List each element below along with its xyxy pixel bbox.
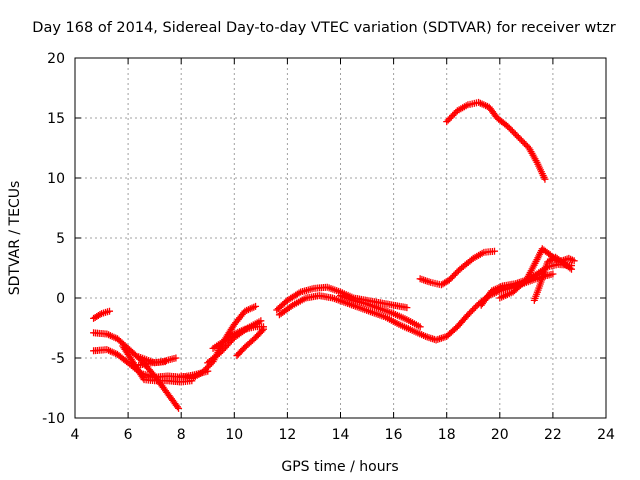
x-tick-label: 10 <box>225 427 243 443</box>
data-point <box>464 311 472 319</box>
data-series <box>90 98 578 412</box>
data-point <box>514 133 522 141</box>
data-point <box>511 130 519 138</box>
x-tick-label: 6 <box>124 427 133 443</box>
data-point <box>520 139 528 147</box>
x-tick-label: 14 <box>332 427 350 443</box>
data-point <box>260 325 268 333</box>
data-point <box>257 317 265 325</box>
x-axis-label: GPS time / hours <box>281 459 398 475</box>
x-tick-label: 12 <box>278 427 296 443</box>
data-point <box>295 289 303 297</box>
y-tick-label: -5 <box>51 351 65 367</box>
data-point <box>570 257 578 265</box>
y-tick-label: 5 <box>56 231 65 247</box>
data-point <box>403 304 411 312</box>
data-point <box>472 303 480 311</box>
data-point <box>161 358 169 366</box>
y-tick-label: 10 <box>47 171 65 187</box>
y-tick-label: -10 <box>42 411 65 427</box>
data-point <box>203 364 211 372</box>
data-point <box>172 354 180 362</box>
data-point <box>505 124 513 132</box>
data-point <box>519 138 527 146</box>
series-pass-m <box>337 292 424 331</box>
data-point <box>450 271 458 279</box>
data-point <box>465 309 473 317</box>
axis-ticks: 4 6 8 10 12 14 16 18 20 22 24 -10 -5 0 5 10 15 20 <box>42 51 615 443</box>
data-point <box>453 268 461 276</box>
data-point <box>517 136 525 144</box>
data-point <box>447 113 455 121</box>
data-point <box>200 367 208 375</box>
y-tick-label: 15 <box>47 111 65 127</box>
x-tick-label: 4 <box>71 427 80 443</box>
data-point <box>450 110 458 118</box>
x-tick-label: 22 <box>544 427 562 443</box>
data-point <box>205 362 213 370</box>
y-tick-label: 0 <box>56 291 65 307</box>
series-pass-n <box>416 247 498 289</box>
data-point <box>507 125 515 133</box>
data-point <box>448 273 456 281</box>
data-point <box>468 306 476 314</box>
data-point <box>446 115 454 123</box>
data-point <box>252 302 260 310</box>
data-point <box>522 141 530 149</box>
data-point <box>510 129 518 137</box>
data-point <box>444 116 452 124</box>
data-point <box>513 132 521 140</box>
data-point <box>451 270 459 278</box>
series-pass-r <box>496 245 578 302</box>
data-point <box>443 118 451 126</box>
data-point <box>416 323 424 331</box>
data-point <box>566 264 574 272</box>
y-axis-label: SDTVAR / TECUs <box>7 181 23 296</box>
chart-title: Day 168 of 2014, Sidereal Day-to-day VTE… <box>32 20 615 36</box>
data-point <box>258 327 266 335</box>
x-tick-label: 8 <box>177 427 186 443</box>
data-point <box>447 274 455 282</box>
series-pass-i <box>209 323 268 352</box>
data-point <box>541 175 549 183</box>
data-point <box>516 135 524 143</box>
data-point <box>567 255 575 263</box>
data-point <box>173 403 181 411</box>
data-point <box>287 302 295 310</box>
series-pass-a <box>90 307 114 322</box>
series-pass-j <box>233 325 268 360</box>
data-point <box>445 276 453 284</box>
data-point <box>201 365 209 373</box>
data-point <box>504 122 512 130</box>
data-point <box>490 247 498 255</box>
data-point <box>106 307 114 315</box>
x-tick-label: 20 <box>491 427 509 443</box>
data-point <box>549 270 557 278</box>
data-point <box>175 404 183 412</box>
x-tick-label: 24 <box>597 427 615 443</box>
data-point <box>198 368 206 376</box>
data-point <box>567 265 575 273</box>
x-tick-label: 18 <box>438 427 456 443</box>
x-tick-label: 16 <box>385 427 403 443</box>
data-point <box>449 111 457 119</box>
data-point <box>508 127 516 135</box>
data-point <box>470 305 478 313</box>
data-point <box>96 311 104 319</box>
series-pass-f <box>135 353 169 367</box>
series-pass-o <box>443 98 549 183</box>
y-tick-label: 20 <box>47 51 65 67</box>
data-point <box>467 308 475 316</box>
